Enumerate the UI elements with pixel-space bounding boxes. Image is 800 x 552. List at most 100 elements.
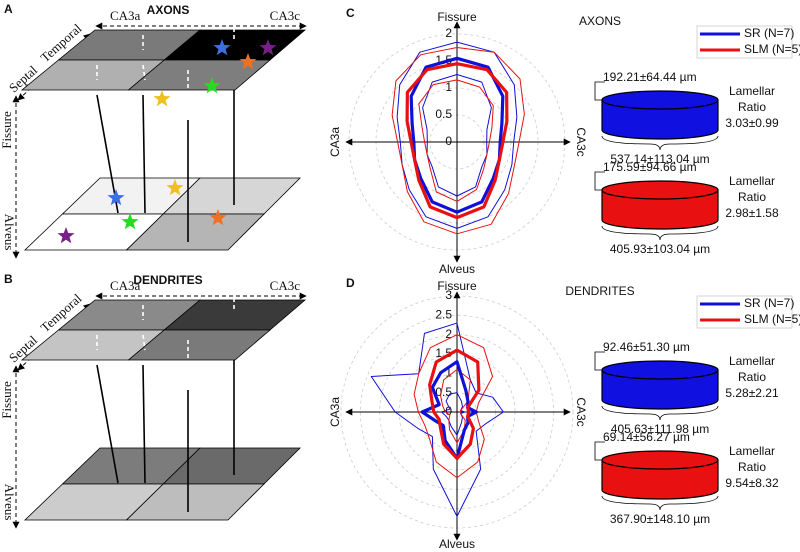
diameter-brace: [601, 225, 719, 241]
axis-label: Alveus: [439, 262, 475, 276]
r-tick-label: 2: [445, 327, 452, 341]
dash: [142, 334, 146, 351]
legend-box: [696, 295, 793, 329]
legend-box: [696, 25, 793, 59]
axis-label: Alveus: [439, 537, 475, 551]
legend-label: SLM (N=5): [744, 42, 800, 56]
chart-title: AXONS: [579, 14, 621, 28]
ratio-value: 5.28±2.21: [725, 386, 779, 400]
axis-label: CA3a: [328, 127, 342, 157]
ratio-label: Lamellar: [729, 174, 775, 188]
diameter-label: 405.93±103.04 µm: [610, 242, 710, 256]
diameter-brace: [601, 495, 719, 511]
star: [203, 77, 221, 94]
cylinder-top: [601, 360, 719, 380]
panel-title: DENDRITES: [133, 273, 202, 287]
star: [166, 179, 184, 196]
diameter-label: 405.63±111.98 µm: [611, 422, 709, 436]
axis-label: Fissure: [0, 381, 14, 419]
panel-letter: A: [4, 2, 13, 16]
ratio-value: 2.98±1.58: [725, 206, 779, 220]
height-label: 69.14±56.27 µm: [603, 430, 690, 444]
r-tick-label: 0.5: [435, 107, 452, 121]
ratio-label: Ratio: [738, 370, 766, 384]
cylinder-body: [601, 189, 719, 230]
diameter-brace: [601, 405, 719, 421]
cylinder-body: [601, 369, 719, 410]
legend-label: SLM (N=5): [744, 312, 800, 326]
ratio-label: Ratio: [738, 190, 766, 204]
diameter-label: 367.90±148.10 µm: [610, 512, 710, 526]
height-label: 175.59±94.66 µm: [603, 160, 697, 174]
quadrant: [127, 59, 272, 91]
spread-line: [413, 334, 494, 479]
ratio-label: Lamellar: [729, 444, 775, 458]
ratio-label: Ratio: [738, 100, 766, 114]
series-line: [409, 56, 505, 214]
r-tick-label: 0.5: [435, 385, 452, 399]
axis-label: Fissure: [0, 111, 14, 149]
star: [209, 209, 227, 226]
quadrant: [127, 329, 272, 361]
legend-label: SR (N=7): [744, 26, 794, 40]
r-tick-label: 1: [445, 80, 452, 94]
panel-letter: B: [4, 272, 13, 286]
spread-line: [440, 368, 471, 444]
height-bracket: [594, 171, 605, 191]
r-tick-label: 1: [445, 366, 452, 380]
height-label: 92.46±51.30 µm: [603, 340, 690, 354]
axis-label: Fissure: [437, 10, 477, 24]
axis-label: Fissure: [437, 279, 477, 293]
ratio-label: Lamellar: [729, 354, 775, 368]
panel-letter: C: [346, 6, 355, 20]
spread-line: [370, 322, 504, 517]
star: [213, 39, 231, 56]
axis-label: CA3c: [270, 8, 301, 23]
star: [259, 39, 277, 56]
ratio-value: 9.54±8.32: [725, 476, 779, 490]
height-bracket: [594, 441, 605, 461]
axis-label: CA3c: [270, 278, 301, 293]
ratio-value: 3.03±0.99: [725, 116, 779, 130]
r-tick-label: 3: [445, 288, 452, 302]
connector: [142, 364, 146, 484]
cylinder-top: [601, 90, 719, 110]
spread-line: [396, 41, 518, 229]
star: [239, 53, 257, 70]
cylinder-body: [601, 99, 719, 140]
axis-label: CA3c: [574, 127, 588, 156]
cylinder-top: [601, 450, 719, 470]
legend-label: SR (N=7): [744, 296, 794, 310]
connector: [96, 364, 119, 484]
quadrant: [125, 213, 265, 251]
r-tick-label: 2: [445, 26, 452, 40]
star: [121, 213, 139, 230]
star: [107, 189, 125, 206]
series-line: [405, 62, 509, 220]
ratio-label: Ratio: [738, 460, 766, 474]
ratio-label: Lamellar: [729, 84, 775, 98]
dash: [142, 64, 146, 81]
spread-line: [391, 47, 525, 235]
diameter-brace: [601, 135, 719, 151]
star: [153, 90, 171, 107]
axis-label: CA3a: [328, 397, 342, 427]
axis-label: CA3c: [574, 397, 588, 426]
connector: [142, 94, 146, 214]
panel-title: AXONS: [147, 3, 190, 17]
axis-label: CA3a: [110, 8, 141, 23]
chart-title: DENDRITES: [565, 284, 634, 298]
series-line: [428, 348, 481, 460]
r-tick-label: 2.5: [435, 308, 452, 322]
diameter-label: 537.14±113.04 µm: [610, 152, 709, 166]
r-tick-label: 0: [445, 134, 452, 148]
panel-letter: D: [346, 276, 355, 290]
star: [57, 227, 75, 244]
axis-label: Alveus: [2, 214, 17, 251]
quadrant: [125, 483, 265, 521]
axis-label: Alveus: [2, 484, 17, 521]
height-label: 192.21±64.44 µm: [603, 70, 697, 84]
cylinder-top: [601, 180, 719, 200]
cylinder-body: [601, 459, 719, 500]
